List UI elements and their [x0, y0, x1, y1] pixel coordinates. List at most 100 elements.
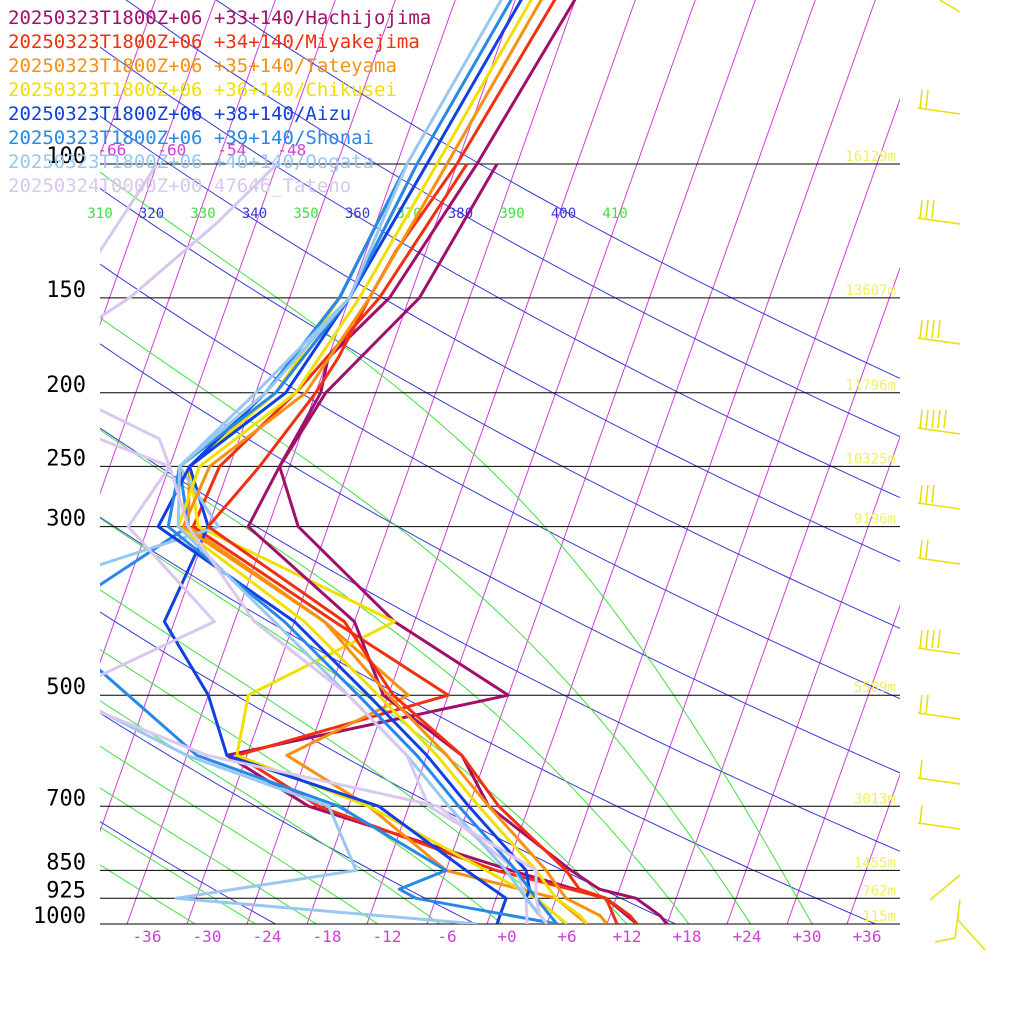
height-label: 11796m	[845, 378, 896, 394]
wind-barb	[957, 919, 986, 951]
wind-barb-flag	[937, 629, 941, 649]
dry-adiabat	[100, 712, 477, 924]
temperature-profile-5	[166, 0, 559, 924]
height-label: 5589m	[854, 680, 896, 696]
wind-barb	[917, 557, 961, 565]
wind-barb	[917, 647, 961, 655]
temperature-profile-6	[176, 0, 549, 924]
wind-barb-flag	[937, 409, 941, 429]
wind-barb-flag	[925, 539, 929, 559]
theta-label: 340	[242, 206, 267, 222]
height-label: 9196m	[854, 512, 896, 528]
dry-adiabat	[100, 427, 900, 852]
height-label: 762m	[862, 883, 896, 899]
dewpoint-profile-6	[100, 163, 478, 924]
wind-barb	[917, 427, 961, 435]
moist-adiabat	[100, 864, 197, 924]
pressure-label: 100	[46, 144, 86, 169]
pressure-label: 250	[46, 446, 86, 471]
pressure-label: 150	[46, 278, 86, 303]
wind-barb-flag	[919, 199, 923, 219]
temperature-profile-4	[156, 0, 549, 924]
wind-barb-flag	[919, 484, 923, 504]
upper-temperature-label: -60	[157, 141, 186, 160]
height-label: 115m	[862, 909, 896, 925]
dry-adiabat	[100, 46, 900, 499]
wind-barb-flag	[937, 319, 941, 339]
pressure-label: 200	[46, 373, 86, 398]
isotherm-line	[967, 0, 1024, 924]
temperature-tick-label: -18	[313, 927, 342, 946]
theta-label: 350	[293, 206, 318, 222]
wind-barb-flag	[919, 89, 923, 109]
legend-entry: 20250323T1800Z+06 +33+140/Hachijojima	[8, 7, 432, 29]
wind-barb-flag	[931, 199, 935, 219]
dewpoint-profile-1	[191, 163, 619, 924]
dry-adiabat	[100, 516, 877, 924]
moist-adiabat	[100, 589, 566, 924]
dewpoint-profile-0	[225, 163, 638, 924]
wind-barb	[917, 712, 961, 720]
isotherm-line	[606, 97, 900, 924]
dry-adiabat	[100, 263, 900, 700]
dry-adiabat	[100, 187, 900, 629]
wind-barb-flag	[919, 759, 923, 779]
upper-temperature-label: -54	[217, 141, 246, 160]
temperature-tick-label: +30	[793, 927, 822, 946]
wind-barb-flag	[919, 319, 923, 339]
height-label: 13607m	[845, 283, 896, 299]
wind-barb-flag	[919, 539, 923, 559]
height-label: 1455m	[854, 855, 896, 871]
temperature-tick-label: -6	[437, 927, 456, 946]
isotherm-line	[100, 0, 216, 326]
dry-adiabat	[125, 0, 900, 438]
pressure-label: 500	[46, 675, 86, 700]
wind-barb-flag	[925, 484, 929, 504]
wind-barb-flag	[919, 629, 923, 649]
pressure-label: 300	[46, 507, 86, 532]
dry-adiabat	[100, 821, 277, 924]
temperature-profile-1	[206, 0, 639, 924]
temperature-profile-3	[176, 0, 589, 924]
theta-label: 390	[499, 206, 524, 222]
wind-barb	[929, 874, 961, 901]
theta-label: 360	[345, 206, 370, 222]
temperature-tick-label: -12	[373, 927, 402, 946]
moist-adiabat	[100, 745, 379, 924]
upper-temperature-label: -48	[277, 141, 306, 160]
wind-barb-flag	[925, 199, 929, 219]
moist-adiabat	[100, 517, 628, 924]
legend-entry: 20250323T1800Z+06 +39+140/Shonai	[8, 127, 375, 149]
legend-entry: 20250324T0000Z+00 47646_Tateno	[8, 175, 352, 197]
moist-adiabat	[100, 826, 257, 924]
dry-adiabat	[100, 115, 900, 563]
wind-barb	[917, 777, 961, 785]
temperature-tick-label: +12	[613, 927, 642, 946]
wind-barb	[917, 337, 961, 345]
temperature-tick-label: +18	[673, 927, 702, 946]
wind-barb-flag	[931, 409, 935, 429]
temperature-profile-7	[100, 162, 549, 924]
wind-barb-flag	[925, 89, 929, 109]
legend-entry: 20250323T1800Z+06 +40+140/Oogata	[8, 151, 375, 173]
temperature-tick-label: -30	[193, 927, 222, 946]
temperature-profile-0	[246, 0, 669, 924]
wind-barb	[939, 0, 961, 13]
isotherm-line	[907, 0, 1024, 924]
temperature-tick-label: +6	[557, 927, 576, 946]
isotherm-line	[486, 0, 816, 924]
wind-barb-flag	[925, 629, 929, 649]
wind-barb	[917, 502, 961, 510]
upper-temperature-label: -66	[97, 141, 126, 160]
wind-barb	[917, 217, 961, 225]
temperature-tick-label: +36	[853, 927, 882, 946]
wind-barb-flag	[925, 694, 929, 714]
wind-barb-flag	[943, 409, 947, 429]
temperature-tick-label: +0	[497, 927, 516, 946]
wind-barb-flag	[931, 484, 935, 504]
legend-entry: 20250323T1800Z+06 +34+140/Miyakejima	[8, 31, 420, 53]
wind-barb-flag	[925, 409, 929, 429]
wind-barb	[934, 899, 961, 943]
